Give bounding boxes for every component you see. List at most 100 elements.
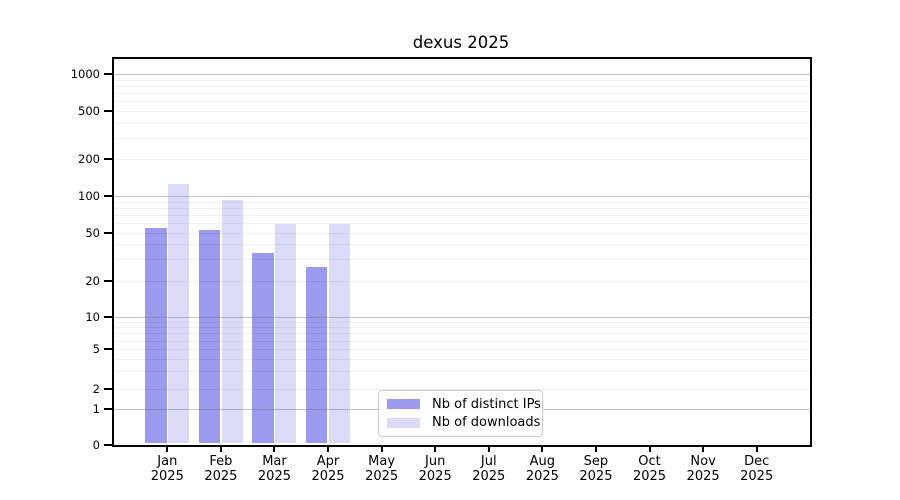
minor-gridline xyxy=(114,92,810,94)
y-tick-label: 5 xyxy=(92,342,100,356)
minor-gridline xyxy=(114,358,810,360)
y-tick-mark xyxy=(104,387,112,390)
bar-distinct-ips-mar xyxy=(252,252,274,444)
legend-swatch-downloads xyxy=(387,417,420,429)
x-tick-mark xyxy=(648,445,651,452)
x-tick-year: 2025 xyxy=(579,469,613,484)
y-tick-mark xyxy=(104,231,112,234)
x-tick-mark xyxy=(702,445,705,452)
chart-title: dexus 2025 xyxy=(412,33,510,52)
x-tick-month: May xyxy=(368,454,396,469)
minor-gridline xyxy=(114,340,810,342)
x-tick-month: Dec xyxy=(744,454,770,469)
bar-distinct-ips-apr xyxy=(306,266,328,444)
y-tick-label: 200 xyxy=(78,152,100,167)
minor-gridline xyxy=(114,327,810,329)
x-tick-label: Jun 2025 xyxy=(403,454,467,484)
x-tick-year: 2025 xyxy=(150,469,184,484)
minor-gridline xyxy=(114,349,810,350)
bar-distinct-ips-feb xyxy=(198,229,221,444)
x-tick-mark xyxy=(541,445,544,452)
x-tick-mark xyxy=(487,445,490,452)
x-tick-month: Nov xyxy=(690,454,716,469)
major-gridline xyxy=(114,196,810,197)
x-tick-month: Jun xyxy=(425,454,446,469)
y-tick-mark xyxy=(104,109,112,112)
x-tick-label: Sep 2025 xyxy=(564,454,628,484)
minor-gridline xyxy=(114,137,810,139)
y-tick-label: 10 xyxy=(85,309,100,324)
y-tick-label: 2 xyxy=(92,381,100,396)
minor-gridline xyxy=(114,259,810,261)
bar-distinct-ips-jan xyxy=(145,227,167,444)
x-tick-label: Oct 2025 xyxy=(618,454,682,484)
minor-gridline xyxy=(114,321,810,323)
x-tick-mark xyxy=(755,445,758,452)
y-tick-label: 0 xyxy=(92,437,100,452)
x-tick-year: 2025 xyxy=(365,469,399,484)
y-tick-label: 1 xyxy=(92,402,100,416)
y-tick-mark xyxy=(104,315,112,318)
minor-gridline xyxy=(114,333,810,335)
minor-gridline xyxy=(114,79,810,81)
legend-label-distinct-ips: Nb of distinct IPs xyxy=(432,396,541,412)
minor-gridline xyxy=(114,232,810,234)
x-tick-year: 2025 xyxy=(311,469,345,484)
x-tick-mark xyxy=(166,445,169,452)
legend-entry-downloads: Nb of downloads xyxy=(387,415,540,430)
x-tick-month: Jul xyxy=(480,454,497,469)
x-tick-month: Jan xyxy=(157,454,178,469)
major-gridline xyxy=(114,316,810,318)
gridlines-layer xyxy=(114,59,810,445)
x-tick-mark xyxy=(434,445,437,452)
minor-gridline xyxy=(114,280,810,282)
x-tick-month: Aug xyxy=(529,454,556,469)
y-tick-label: 20 xyxy=(85,273,100,288)
y-tick-label: 50 xyxy=(85,225,100,240)
y-tick-label: 100 xyxy=(78,189,100,203)
bar-downloads-feb xyxy=(221,200,243,444)
plot-area xyxy=(112,57,812,447)
x-tick-label: Aug 2025 xyxy=(510,454,574,484)
y-tick-mark xyxy=(104,195,112,197)
x-tick-year: 2025 xyxy=(632,469,667,484)
x-tick-label: Feb 2025 xyxy=(189,454,253,484)
y-tick-mark xyxy=(104,73,112,75)
minor-gridline xyxy=(114,122,810,124)
x-tick-label: May 2025 xyxy=(350,454,414,484)
y-tick-mark xyxy=(104,348,112,350)
bar-downloads-mar xyxy=(275,223,297,444)
legend-label-downloads: Nb of downloads xyxy=(432,415,541,431)
x-tick-mark xyxy=(273,445,276,452)
y-tick-mark xyxy=(104,443,112,446)
x-tick-year: 2025 xyxy=(472,469,506,484)
x-tick-year: 2025 xyxy=(418,469,452,484)
x-tick-mark xyxy=(327,445,330,452)
minor-gridline xyxy=(114,214,810,216)
x-tick-label: Jan 2025 xyxy=(135,454,199,484)
minor-gridline xyxy=(114,388,810,390)
x-tick-label: Mar 2025 xyxy=(242,454,306,484)
x-tick-year: 2025 xyxy=(204,469,238,484)
legend-swatch-distinct-ips xyxy=(387,398,420,410)
x-tick-year: 2025 xyxy=(686,469,720,484)
y-tick-mark xyxy=(104,408,112,410)
y-tick-mark xyxy=(104,158,112,161)
x-tick-year: 2025 xyxy=(525,469,559,484)
legend: Nb of distinct IPs Nb of downloads xyxy=(378,390,543,437)
bars-layer xyxy=(114,59,810,445)
minor-gridline xyxy=(114,223,810,225)
y-tick-label: 500 xyxy=(78,103,100,118)
x-tick-label: Dec 2025 xyxy=(725,454,789,484)
x-tick-label: Jul 2025 xyxy=(457,454,521,484)
minor-gridline xyxy=(114,159,810,161)
x-tick-year: 2025 xyxy=(257,469,291,484)
bar-downloads-apr xyxy=(328,223,351,444)
x-tick-month: Oct xyxy=(638,454,661,469)
legend-entry-distinct-ips: Nb of distinct IPs xyxy=(387,397,541,412)
major-gridline xyxy=(114,74,810,75)
minor-gridline xyxy=(114,201,810,203)
y-tick-label: 1000 xyxy=(70,67,100,81)
x-tick-mark xyxy=(380,445,383,452)
